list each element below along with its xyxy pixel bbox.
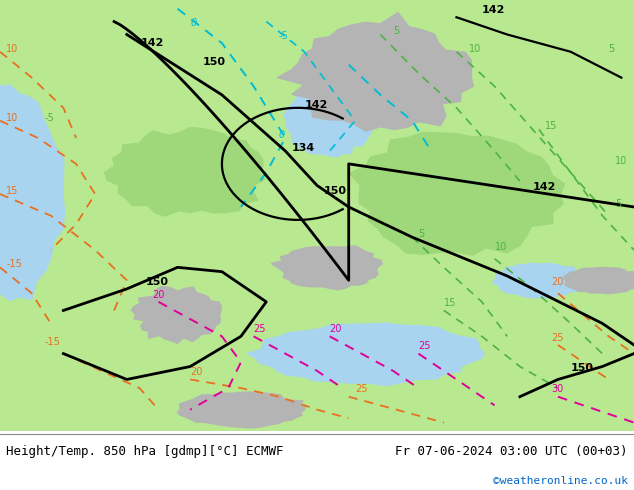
Text: 15: 15: [6, 186, 19, 196]
Polygon shape: [277, 13, 474, 131]
Polygon shape: [564, 268, 634, 294]
Text: 0: 0: [279, 130, 285, 140]
Text: 25: 25: [254, 324, 266, 334]
Text: 0: 0: [190, 18, 197, 28]
Text: 5: 5: [615, 199, 621, 209]
Text: 10: 10: [495, 242, 507, 252]
Text: 25: 25: [355, 384, 368, 394]
Polygon shape: [271, 246, 382, 290]
Text: Fr 07-06-2024 03:00 UTC (00+03): Fr 07-06-2024 03:00 UTC (00+03): [395, 445, 628, 458]
Polygon shape: [247, 323, 484, 386]
Text: 142: 142: [482, 5, 505, 15]
Polygon shape: [0, 83, 65, 300]
Polygon shape: [178, 392, 306, 428]
Text: 142: 142: [533, 182, 556, 192]
Text: 10: 10: [469, 44, 481, 54]
Text: 25: 25: [418, 341, 431, 351]
Text: 150: 150: [146, 276, 169, 287]
Text: 142: 142: [141, 38, 164, 48]
Text: 25: 25: [552, 333, 564, 343]
Text: 10: 10: [615, 156, 627, 166]
Text: -5: -5: [279, 31, 288, 41]
Text: 150: 150: [323, 186, 346, 196]
Polygon shape: [284, 86, 375, 157]
Text: 142: 142: [304, 100, 328, 110]
Text: -15: -15: [6, 259, 22, 270]
Text: 20: 20: [152, 290, 165, 299]
Text: Height/Temp. 850 hPa [gdmp][°C] ECMWF: Height/Temp. 850 hPa [gdmp][°C] ECMWF: [6, 445, 284, 458]
Text: 150: 150: [571, 363, 593, 373]
Text: 20: 20: [330, 324, 342, 334]
Text: 15: 15: [444, 298, 456, 308]
Text: 5: 5: [393, 26, 399, 36]
Text: 134: 134: [292, 143, 315, 153]
Polygon shape: [105, 127, 265, 216]
Text: -5: -5: [44, 113, 54, 122]
Text: 20: 20: [552, 276, 564, 287]
Text: 30: 30: [552, 384, 564, 394]
Text: 20: 20: [190, 367, 203, 377]
Text: 10: 10: [6, 113, 18, 122]
Text: ©weatheronline.co.uk: ©weatheronline.co.uk: [493, 476, 628, 486]
Polygon shape: [131, 287, 221, 343]
Text: 5: 5: [609, 44, 615, 54]
Text: 15: 15: [545, 122, 558, 131]
Text: -15: -15: [44, 337, 60, 347]
Polygon shape: [349, 132, 564, 255]
Text: 150: 150: [203, 57, 226, 67]
Text: 10: 10: [6, 44, 18, 54]
Polygon shape: [493, 263, 585, 298]
Text: 5: 5: [418, 229, 425, 239]
